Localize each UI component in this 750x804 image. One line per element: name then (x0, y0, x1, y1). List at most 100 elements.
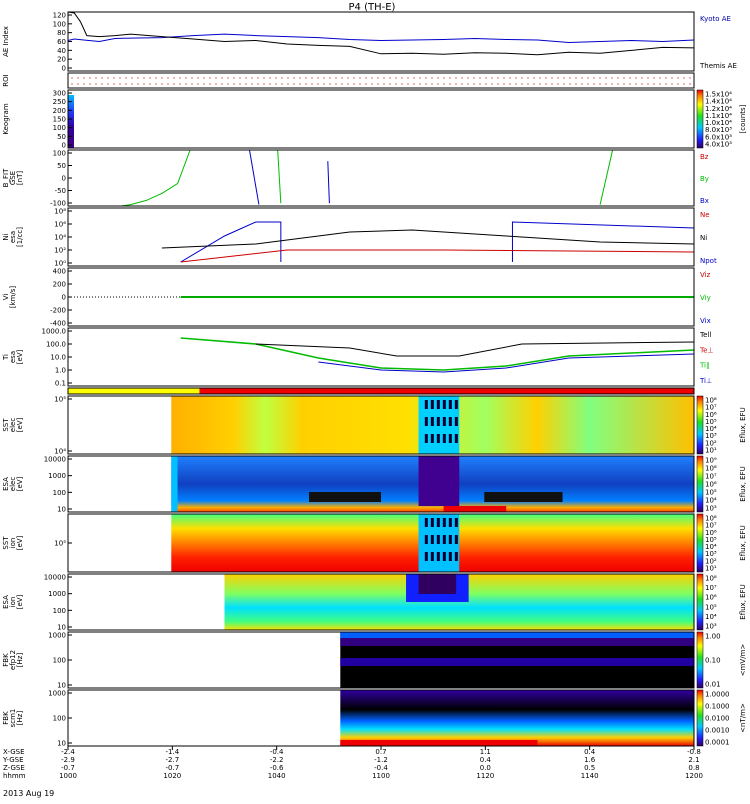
roi-dot (161, 77, 163, 79)
colorbar-tick: 1.1x10⁴ (705, 112, 732, 120)
x-aux-value: -0.4 (270, 748, 284, 756)
y-tick-label: 100.0 (46, 341, 66, 349)
roi-dot (641, 77, 643, 79)
legend-entry: Tell (699, 331, 711, 339)
y-axis-label: Ti (2, 354, 10, 361)
roi-dot (527, 83, 529, 85)
esa-elec-dark-band (309, 492, 381, 502)
roi-dot (497, 77, 499, 79)
y-tick-label: 1000 (48, 472, 66, 480)
y-tick-label: 80 (57, 29, 66, 37)
y-tick-label: 0 (62, 175, 66, 183)
sst-elec-dropout (442, 434, 446, 443)
roi-dot (419, 77, 421, 79)
roi-dot (377, 77, 379, 79)
y-tick-label: 150 (53, 116, 66, 124)
y-tick-label: 10⁵ (54, 396, 66, 404)
roi-dot (143, 77, 145, 79)
colorbar (696, 395, 704, 455)
colorbar-tick: 0.0010 (705, 727, 730, 735)
x-aux-value: -2.4 (61, 748, 75, 756)
roi-dot (119, 83, 121, 85)
y-tick-label: 100 (53, 657, 66, 665)
legend-entry: Ti⊥ (699, 377, 712, 385)
roi-dot (281, 77, 283, 79)
mode-bar-slow (68, 388, 200, 394)
y-axis-label: GSE (9, 171, 17, 185)
y-axis-label: ESA (2, 477, 10, 491)
roi-dot (413, 77, 415, 79)
roi-dot (401, 77, 403, 79)
y-axis-label: [Hz] (16, 711, 24, 726)
roi-dot (137, 77, 139, 79)
y-axis-label: SST (2, 418, 10, 432)
roi-dot (251, 77, 253, 79)
roi-dot (527, 77, 529, 79)
legend-entry: Npot (700, 257, 717, 265)
roi-dot (161, 83, 163, 85)
y-tick-label: 10⁵ (54, 540, 66, 548)
roi-dot (605, 77, 607, 79)
y-axis-label: ROI (2, 74, 10, 86)
roi-dot (515, 77, 517, 79)
series-line (249, 149, 260, 205)
ti-perp-trace (318, 353, 695, 373)
colorbar-tick: 10⁸ (705, 397, 717, 405)
y-tick-label: 100 (53, 150, 66, 158)
roi-dot (221, 77, 223, 79)
roi-dot (575, 77, 577, 79)
roi-dot (467, 77, 469, 79)
sst-ion-dropout (430, 535, 434, 544)
colorbar-tick: 10² (705, 557, 717, 565)
roi-dot (125, 77, 127, 79)
y-tick-label: 1000 (48, 590, 66, 598)
colorbar-tick: 10⁶ (705, 594, 717, 602)
legend-entry: Ne (700, 211, 710, 219)
y-tick-label: 0 (62, 65, 66, 73)
roi-dot (647, 83, 649, 85)
roi-dot (269, 77, 271, 79)
x-aux-value: 1200 (685, 772, 703, 780)
y-tick-label: 10.0 (50, 354, 66, 362)
roi-dot (491, 83, 493, 85)
x-aux-value: 1040 (268, 772, 286, 780)
colorbar-tick: 10⁷ (705, 404, 717, 412)
y-axis-label: SST (2, 536, 10, 550)
y-axis-label: Vi (2, 294, 10, 301)
roi-dot (437, 83, 439, 85)
sst-elec-dropout (454, 434, 458, 443)
ne-trace (180, 249, 695, 263)
y-axis-label: [eV] (16, 476, 24, 491)
roi-dot (353, 83, 355, 85)
roi-dot (581, 83, 583, 85)
colorbar-tick: 10³ (705, 505, 717, 513)
x-aux-value: -0.7 (165, 764, 179, 772)
roi-dot (401, 83, 403, 85)
y-tick-label: 200 (53, 107, 66, 115)
x-aux-row-label: hhmm (3, 772, 26, 780)
y-axis-label: [nT] (16, 171, 24, 185)
colorbar-tick: 10⁵ (705, 603, 717, 611)
panel-frame-keogram (67, 89, 695, 149)
esa-elec-core (418, 456, 460, 506)
roi-dot (71, 77, 73, 79)
y-axis-label: elec (9, 477, 17, 492)
colorbar-label: Eflux, EFU (739, 407, 747, 442)
colorbar-tick: 10⁷ (705, 584, 717, 592)
y-tick-label: 0 (62, 142, 66, 150)
y-tick-label: 40 (57, 47, 66, 55)
x-aux-value: 1.6 (584, 756, 596, 764)
roi-dot (683, 77, 685, 79)
series-line (121, 149, 191, 207)
roi-dot (581, 77, 583, 79)
roi-dot (689, 77, 691, 79)
roi-dot (323, 83, 325, 85)
roi-dot (119, 77, 121, 79)
roi-dot (329, 83, 331, 85)
y-axis-label: Ni (2, 233, 10, 240)
colorbar (696, 455, 704, 513)
x-aux-value: 0.0 (480, 764, 491, 772)
legend-entry: Kyoto AE (700, 15, 731, 23)
y-axis-label: ion (9, 597, 17, 608)
roi-dot (335, 77, 337, 79)
